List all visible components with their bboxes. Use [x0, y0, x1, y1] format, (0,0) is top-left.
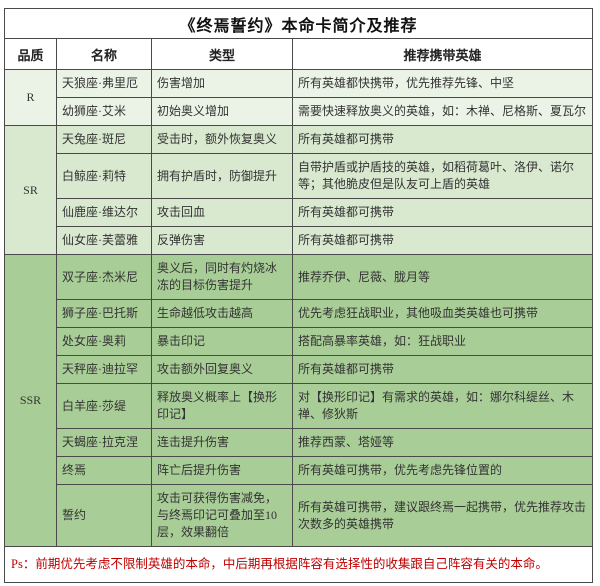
column-header-row: 品质 名称 类型 推荐携带英雄 [4, 38, 593, 70]
col-header-type: 类型 [151, 38, 293, 70]
type-cell: 拥有护盾时，防御提升 [151, 153, 293, 199]
table-row: SR 天兔座·斑尼 受击时，额外恢复奥义 所有英雄都可携带 [4, 125, 593, 255]
name-cell: 天兔座·斑尼 [56, 125, 152, 154]
table-row: 狮子座·巴托斯 生命越低攻击越高 优先考虑狂战职业，其他吸血类英雄也可携带 [5, 299, 593, 328]
name-cell: 处女座·奥莉 [56, 327, 152, 356]
heroes-cell: 所有英雄都可携带 [292, 226, 593, 255]
table-row: 白鲸座·莉特 拥有护盾时，防御提升 自带护盾或护盾技的英雄，如稻荷葛叶、洛伊、诺尔等… [5, 153, 593, 199]
table-row: 终焉 阵亡后提升伤害 所有英雄可携带，优先考虑先锋位置的 [5, 456, 593, 485]
type-cell: 奥义后，同时有灼烧冰冻的目标伤害提升 [151, 254, 293, 300]
heroes-cell: 所有英雄可携带，优先考虑先锋位置的 [292, 456, 593, 485]
type-cell: 初始奥义增加 [151, 97, 293, 126]
type-cell: 伤害增加 [151, 69, 293, 98]
type-cell: 连击提升伤害 [151, 428, 293, 457]
name-cell: 白羊座·莎缇 [56, 383, 152, 429]
heroes-cell: 所有英雄都可携带 [292, 355, 593, 384]
heroes-cell: 对【换形印记】有需求的英雄，如：娜尔科缇丝、木禅、修狄斯 [292, 383, 593, 429]
table-row: 仙鹿座·维达尔 攻击回血 所有英雄都可携带 [5, 198, 593, 227]
heroes-cell: 优先考虑狂战职业，其他吸血类英雄也可携带 [292, 299, 593, 328]
heroes-cell: 推荐乔伊、尼薇、胧月等 [292, 254, 593, 300]
type-cell: 受击时，额外恢复奥义 [151, 125, 293, 154]
type-cell: 攻击可获得伤害减免，与终焉印记可叠加至10层，效果翻倍 [151, 484, 293, 547]
name-cell: 天秤座·迪拉罕 [56, 355, 152, 384]
heroes-cell: 需要快速释放奥义的英雄，如：木禅、尼格斯、夏瓦尔 [292, 97, 593, 126]
heroes-cell: 所有英雄都可携带 [292, 125, 593, 154]
table-row: 白羊座·莎缇 释放奥义概率上【换形印记】 对【换形印记】有需求的英雄，如：娜尔科缇丝… [5, 383, 593, 429]
name-cell: 天蝎座·拉克涅 [56, 428, 152, 457]
type-cell: 攻击回血 [151, 198, 293, 227]
table-row: 天蝎座·拉克涅 连击提升伤害 推荐西蒙、塔娅等 [5, 428, 593, 457]
type-cell: 释放奥义概率上【换形印记】 [151, 383, 293, 429]
name-cell: 天狼座·弗里厄 [56, 69, 152, 98]
footer-note: Ps：前期优先考虑不限制英雄的本命，中后期再根据阵容有选择性的收集跟自己阵容有关… [4, 546, 593, 583]
table-row: 誓约 攻击可获得伤害减免，与终焉印记可叠加至10层，效果翻倍 所有英雄可携带，建议跟… [5, 484, 593, 547]
type-cell: 生命越低攻击越高 [151, 299, 293, 328]
name-cell: 白鲸座·莉特 [56, 153, 152, 199]
footer-row: Ps：前期优先考虑不限制英雄的本命，中后期再根据阵容有选择性的收集跟自己阵容有关… [4, 546, 593, 583]
table-row: 处女座·奥莉 暴击印记 搭配高暴率英雄，如：狂战职业 [5, 327, 593, 356]
name-cell: 誓约 [56, 484, 152, 547]
type-cell: 攻击额外回复奥义 [151, 355, 293, 384]
heroes-cell: 所有英雄都可携带 [292, 198, 593, 227]
quality-cell-ssr: SSR [4, 254, 57, 547]
quality-cell-r: R [4, 69, 57, 126]
type-cell: 阵亡后提升伤害 [151, 456, 293, 485]
quality-cell-sr: SR [4, 125, 57, 255]
table-row: 幼狮座·艾米 初始奥义增加 需要快速释放奥义的英雄，如：木禅、尼格斯、夏瓦尔 [5, 97, 593, 126]
table-row: 天秤座·迪拉罕 攻击额外回复奥义 所有英雄都可携带 [5, 355, 593, 384]
heroes-cell: 推荐西蒙、塔娅等 [292, 428, 593, 457]
name-cell: 仙鹿座·维达尔 [56, 198, 152, 227]
name-cell: 终焉 [56, 456, 152, 485]
col-header-name: 名称 [56, 38, 152, 70]
type-cell: 反弹伤害 [151, 226, 293, 255]
table-body: R 天狼座·弗里厄 伤害增加 所有英雄都快携带，优先推荐先锋、中坚 幼狮座·艾米 初始奥义… [4, 69, 593, 547]
table-row: 仙女座·芙蕾雅 反弹伤害 所有英雄都可携带 [5, 226, 593, 255]
title-row: 《终焉誓约》本命卡简介及推荐 [4, 8, 593, 39]
name-cell: 双子座·杰米尼 [56, 254, 152, 300]
destiny-card-table: 《终焉誓约》本命卡简介及推荐 品质 名称 类型 推荐携带英雄 R 天狼座·弗里厄伤… [4, 8, 593, 583]
heroes-cell: 自带护盾或护盾技的英雄，如稻荷葛叶、洛伊、诺尔等；其他脆皮但是队友可上盾的英雄 [292, 153, 593, 199]
name-cell: 仙女座·芙蕾雅 [56, 226, 152, 255]
heroes-cell: 所有英雄可携带，建议跟终焉一起携带，优先推荐攻击次数多的英雄携带 [292, 484, 593, 547]
name-cell: 狮子座·巴托斯 [56, 299, 152, 328]
page-title: 《终焉誓约》本命卡简介及推荐 [4, 8, 593, 39]
col-header-quality: 品质 [4, 38, 57, 70]
col-header-heroes: 推荐携带英雄 [292, 38, 593, 70]
heroes-cell: 所有英雄都快携带，优先推荐先锋、中坚 [292, 69, 593, 98]
type-cell: 暴击印记 [151, 327, 293, 356]
name-cell: 幼狮座·艾米 [56, 97, 152, 126]
heroes-cell: 搭配高暴率英雄，如：狂战职业 [292, 327, 593, 356]
table-row: SSR 双子座·杰米尼 奥义后，同时有灼烧冰冻的目标伤害提升 推荐乔伊、尼薇、胧月等 [4, 254, 593, 547]
table-row: R 天狼座·弗里厄 伤害增加 所有英雄都快携带，优先推荐先锋、中坚 [4, 69, 593, 126]
